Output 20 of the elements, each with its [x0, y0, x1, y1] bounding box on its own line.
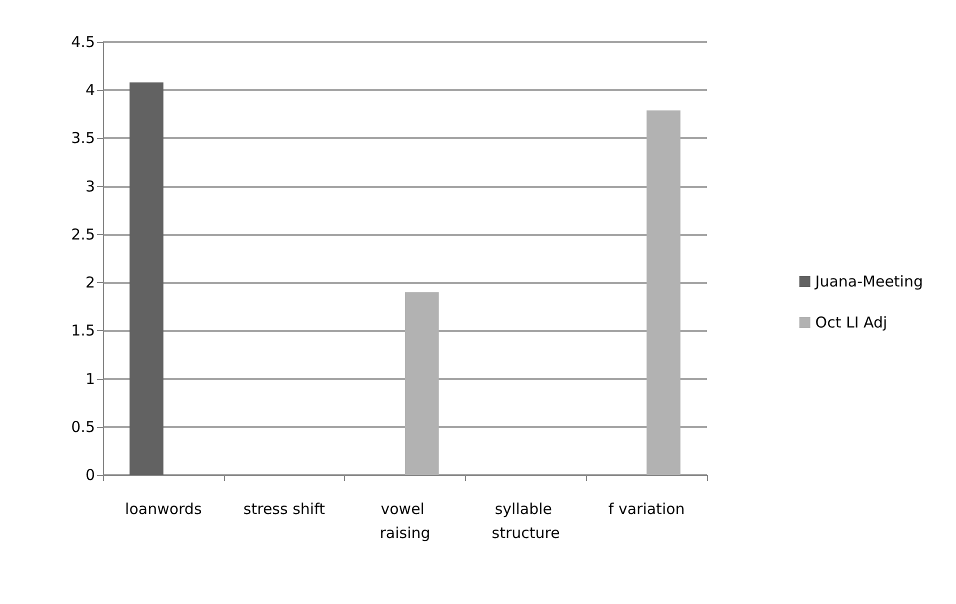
legend-label: Juana-Meeting	[814, 272, 924, 290]
bar	[405, 292, 439, 475]
y-tick-label: 4.5	[71, 33, 95, 51]
y-tick-label: 1	[85, 370, 95, 388]
y-tick-label: 2	[85, 274, 95, 292]
bar	[130, 82, 164, 475]
x-tick-label: f variation	[608, 500, 685, 518]
y-tick-label: 0.5	[71, 418, 95, 436]
y-tick-label: 1.5	[71, 322, 95, 340]
x-tick-label: loanwords	[125, 500, 202, 518]
y-tick-label: 4	[85, 81, 95, 100]
legend-label: Oct LI Adj	[815, 314, 888, 332]
y-tick-label: 3.5	[71, 129, 95, 148]
bar	[646, 110, 680, 475]
y-tick-label: 2.5	[71, 225, 95, 244]
x-tick-label: vowel raising	[380, 500, 430, 542]
x-tick-label: stress shift	[243, 500, 326, 518]
y-tick-label: 0	[85, 466, 95, 484]
y-tick-label: 3	[85, 177, 95, 196]
x-tick-label: syllable structure	[492, 500, 560, 542]
